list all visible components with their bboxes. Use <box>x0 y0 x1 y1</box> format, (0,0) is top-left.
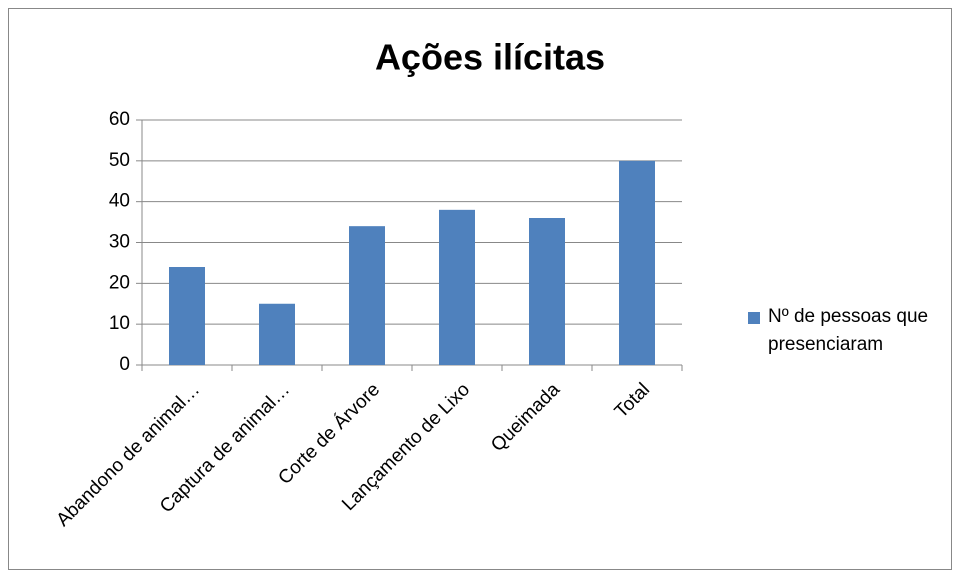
legend-swatch <box>748 312 760 324</box>
chart-title: Ações ilícitas <box>375 37 605 78</box>
bar <box>439 209 475 365</box>
chart-border <box>8 8 952 570</box>
bar <box>169 267 205 365</box>
bar <box>259 303 295 365</box>
y-tick-label: 40 <box>109 191 130 212</box>
y-tick-label: 10 <box>109 313 130 334</box>
legend-label: Nº de pessoas que presenciaram <box>768 306 929 355</box>
y-tick-label: 20 <box>109 272 130 293</box>
bar <box>349 226 385 365</box>
y-tick-label: 50 <box>109 150 130 171</box>
y-tick-label: 60 <box>109 109 130 130</box>
bar <box>619 160 655 365</box>
y-tick-label: 0 <box>119 354 130 375</box>
bar <box>529 218 565 365</box>
y-tick-label: 30 <box>109 232 130 253</box>
legend-entry: Nº de pessoas que presenciaram <box>768 306 929 355</box>
